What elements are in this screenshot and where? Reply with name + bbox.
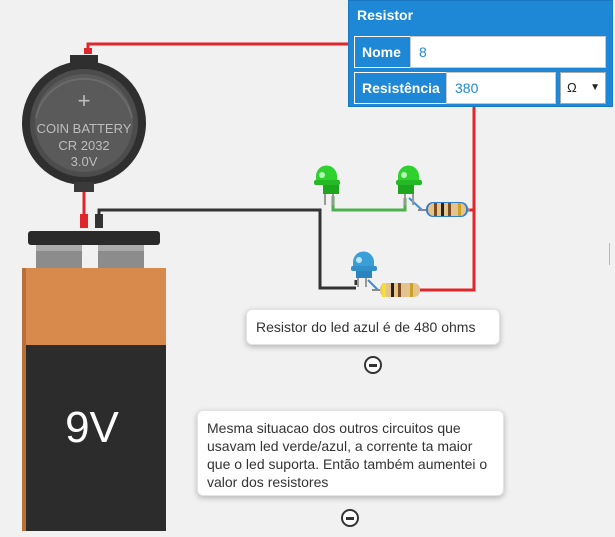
side-panel-handle[interactable] [609, 243, 615, 265]
led-green-1[interactable] [314, 165, 340, 205]
wire-red-right[interactable] [418, 107, 476, 292]
terminal-red-top[interactable] [84, 48, 92, 54]
coin-label-line1: COIN BATTERY [37, 121, 132, 136]
coin-battery[interactable]: + COIN BATTERY CR 2032 3.0V [22, 55, 146, 192]
note-1-pin-icon[interactable] [364, 356, 382, 374]
resistance-label: Resistência [354, 72, 449, 104]
wire-red-top[interactable] [86, 42, 350, 50]
wire-blue-to-resistor[interactable] [367, 279, 379, 291]
coin-label-line3: 3.0V [71, 154, 98, 169]
wire-green[interactable] [331, 196, 407, 212]
led-blue[interactable] [351, 251, 377, 288]
resistor-blue-branch[interactable] [372, 283, 420, 297]
unit-selected-value: Ω [567, 80, 577, 95]
resistance-input[interactable]: 380 [446, 72, 556, 104]
resistor-green-branch[interactable] [418, 202, 470, 217]
wire-blue-link[interactable] [408, 197, 423, 211]
terminal-black-coin[interactable] [95, 214, 103, 228]
note-2-pin-icon[interactable] [341, 509, 359, 527]
note-text-2: Mesma situacao dos outros circuitos que … [207, 420, 488, 490]
led-green-2[interactable] [396, 165, 422, 205]
panel-title: Resistor [357, 7, 414, 23]
terminal-red-coin[interactable] [80, 214, 88, 228]
note-card-2[interactable]: Mesma situacao dos outros circuitos que … [197, 410, 504, 496]
coin-plus-sign: + [78, 88, 91, 113]
battery-9v-label: 9V [65, 403, 119, 452]
chevron-down-icon: ▼ [590, 82, 600, 93]
resistor-properties-panel: Resistor Nome 8 Resistência 380 Ω ▼ [348, 0, 613, 107]
coin-label-line2: CR 2032 [58, 138, 109, 153]
unit-select[interactable]: Ω ▼ [560, 72, 606, 104]
battery-9v[interactable]: 9V [22, 231, 166, 531]
name-input[interactable]: 8 [410, 36, 606, 68]
note-text-1: Resistor do led azul é de 480 ohms [256, 319, 476, 335]
note-card-1[interactable]: Resistor do led azul é de 480 ohms [246, 309, 500, 345]
